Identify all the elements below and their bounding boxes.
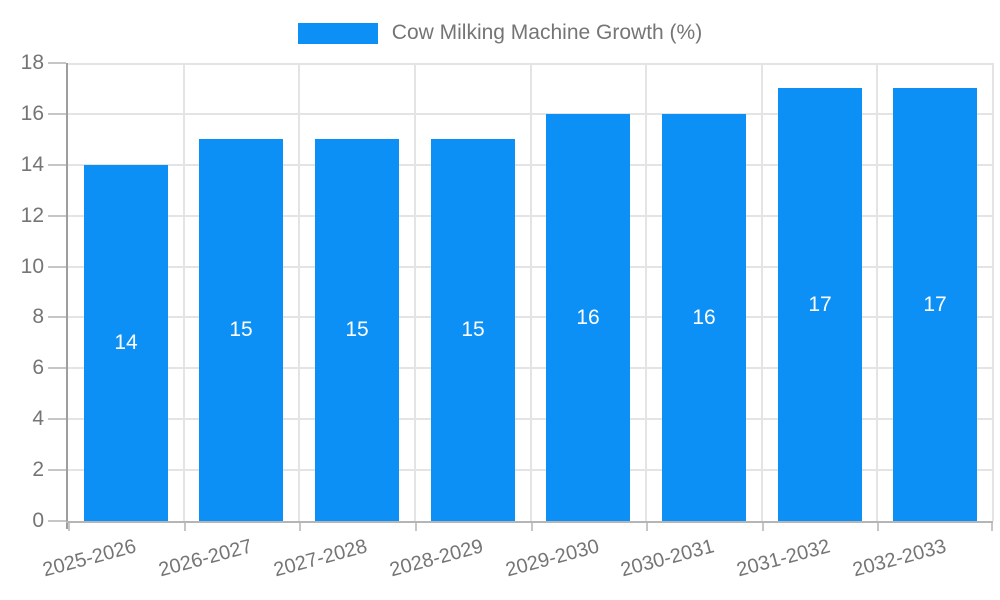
v-gridline <box>298 63 301 521</box>
bar-value-label: 16 <box>692 305 716 329</box>
x-axis-tick <box>414 523 417 531</box>
bar[interactable]: 16 <box>662 114 746 521</box>
x-axis-label: 2027-2028 <box>271 535 370 582</box>
y-axis-tick <box>48 214 66 217</box>
plot-area: 14 15 15 15 16 16 17 17 0 2 4 6 8 10 12 14 16 18 2025-20… <box>21 52 994 581</box>
x-axis-tick <box>761 523 764 531</box>
legend-swatch-icon <box>297 22 378 44</box>
v-gridline <box>760 63 763 521</box>
v-gridline <box>413 63 416 521</box>
bar[interactable]: 17 <box>778 88 862 521</box>
y-axis-label: 18 <box>20 51 44 74</box>
v-gridline <box>992 63 994 521</box>
x-axis-tick <box>183 523 186 531</box>
bar-value-label: 16 <box>576 305 600 329</box>
x-axis-label: 2032-2033 <box>849 535 949 582</box>
x-axis-label: 2025-2026 <box>40 535 139 582</box>
v-gridline <box>645 63 648 521</box>
bar[interactable]: 15 <box>199 139 283 521</box>
y-axis-tick <box>48 163 66 166</box>
y-axis-tick <box>48 112 66 115</box>
bar[interactable]: 14 <box>84 165 168 521</box>
bar-value-label: 15 <box>229 318 253 341</box>
x-axis-label: 2030-2031 <box>618 535 717 582</box>
x-axis-tick <box>646 523 649 531</box>
bar-value-label: 17 <box>808 292 832 316</box>
legend[interactable]: Cow Milking Machine Growth (%) <box>0 21 1000 45</box>
y-axis-tick <box>48 418 66 421</box>
x-axis-label: 2026-2027 <box>156 535 255 582</box>
x-axis-tick <box>299 523 302 531</box>
v-gridline <box>529 63 532 521</box>
y-axis-tick <box>48 316 66 319</box>
y-axis-tick <box>48 62 66 64</box>
y-axis-tick <box>48 265 66 268</box>
y-axis-label: 0 <box>32 509 44 532</box>
bar-value-label: 15 <box>461 318 485 341</box>
x-axis-label: 2028-2029 <box>387 535 486 582</box>
y-axis-label: 6 <box>32 356 44 380</box>
x-axis-tick <box>991 523 993 531</box>
x-axis-tick <box>68 523 70 531</box>
y-axis-label: 16 <box>20 101 44 125</box>
bar[interactable]: 16 <box>546 114 630 521</box>
x-axis-labels: 2025-2026 2026-2027 2027-2028 2028-2029 2029… <box>41 521 993 600</box>
y-axis-label: 14 <box>20 152 44 176</box>
y-axis-tick <box>48 520 66 522</box>
x-axis-tick <box>530 523 533 531</box>
bar[interactable]: 15 <box>431 139 515 521</box>
x-axis-label: 2029-2030 <box>503 535 602 582</box>
bar-value-label: 15 <box>345 318 369 341</box>
x-axis-label: 2031-2032 <box>734 535 833 582</box>
x-axis-tick <box>877 523 880 531</box>
bar-value-label: 17 <box>923 292 947 316</box>
bar[interactable]: 17 <box>893 88 977 521</box>
x-axis-line <box>66 521 993 523</box>
y-axis-tick <box>48 469 66 472</box>
legend-label: Cow Milking Machine Growth (%) <box>391 21 703 44</box>
y-axis-tick <box>48 367 66 370</box>
y-axis-label: 12 <box>20 203 44 227</box>
v-gridline <box>182 63 185 521</box>
bar-value-label: 14 <box>114 331 138 354</box>
y-axis-line <box>66 63 68 529</box>
bar[interactable]: 15 <box>315 139 399 521</box>
y-axis-label: 4 <box>32 407 44 431</box>
y-axis-label: 10 <box>20 254 44 278</box>
y-axis-label: 2 <box>32 458 44 482</box>
y-axis-label: 8 <box>32 305 44 329</box>
v-gridline <box>876 63 879 521</box>
